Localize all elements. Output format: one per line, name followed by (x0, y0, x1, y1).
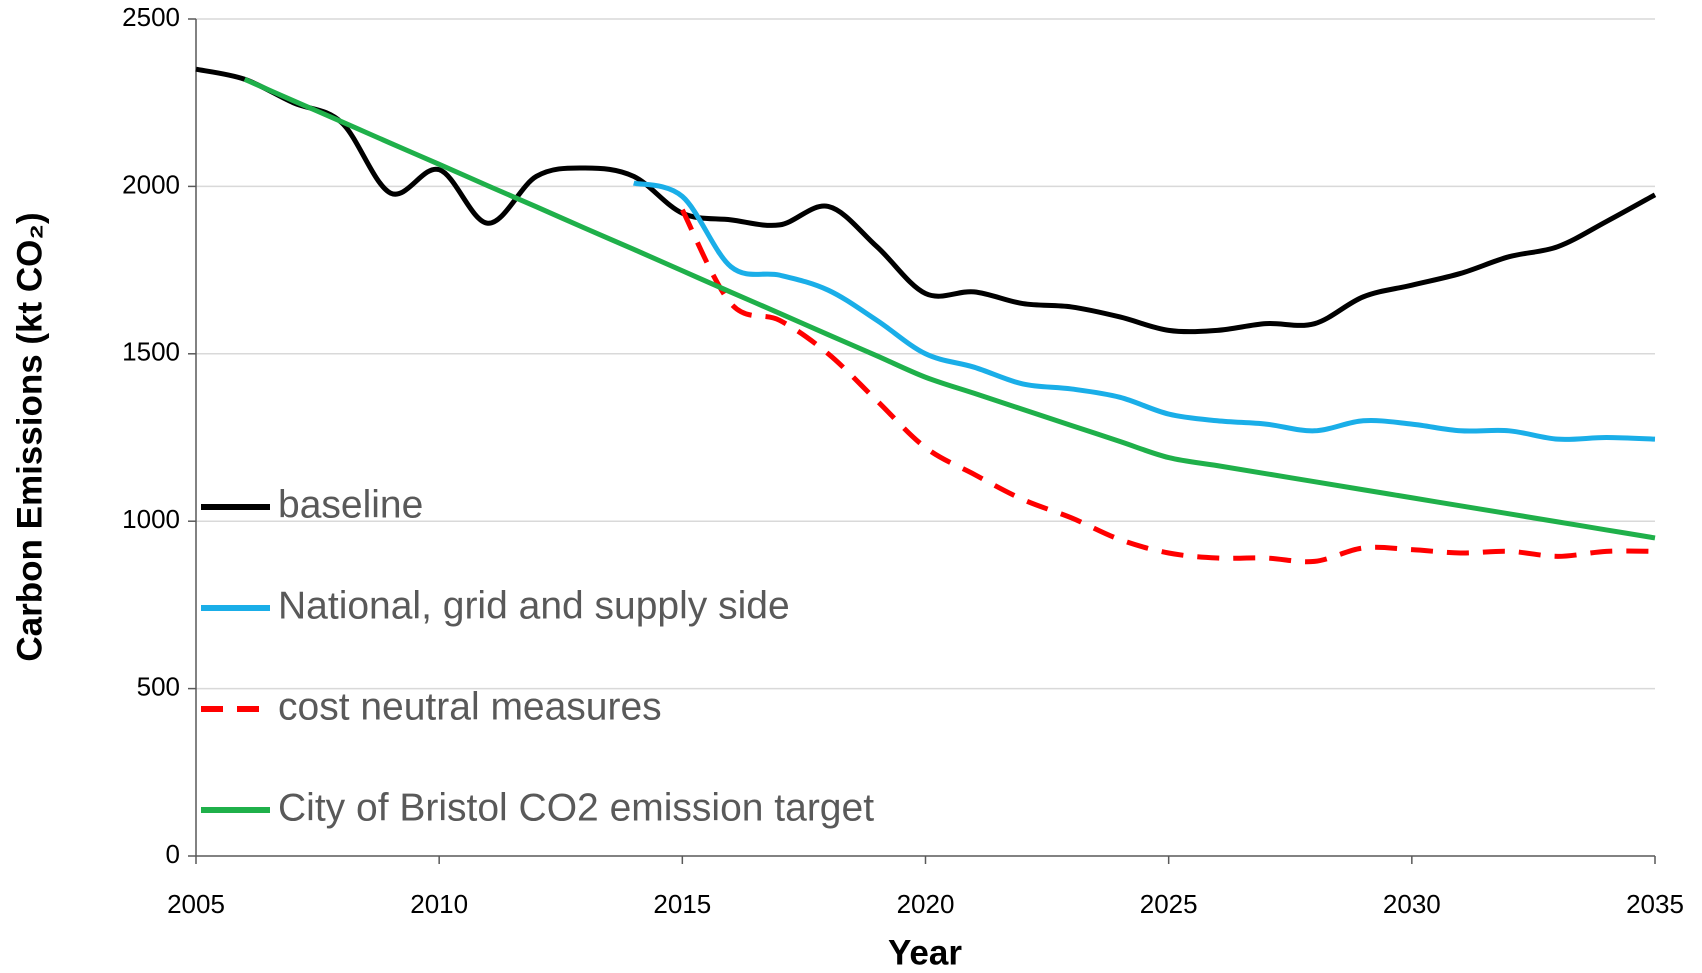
x-tick-label: 2010 (410, 889, 468, 919)
y-tick-label: 2500 (122, 2, 180, 32)
y-axis-title: Carbon Emissions (kt CO₂) (10, 212, 49, 661)
y-tick-label: 1500 (122, 337, 180, 367)
x-tick-label: 2015 (653, 889, 711, 919)
series-line (633, 180, 1656, 442)
legend-label: National, grid and supply side (278, 584, 790, 627)
y-tick-label: 1000 (122, 504, 180, 534)
x-tick-label: 2020 (897, 889, 955, 919)
series-line (680, 208, 1656, 565)
series-line (243, 76, 1656, 541)
series-line (195, 66, 1657, 335)
x-tick-label: 2030 (1383, 889, 1441, 919)
x-tick-label: 2025 (1140, 889, 1198, 919)
legend-label: baseline (278, 483, 423, 526)
y-tick-label: 0 (166, 839, 180, 869)
x-tick-label: 2035 (1626, 889, 1684, 919)
y-tick-label: 500 (137, 671, 180, 701)
y-tick-label: 2000 (122, 169, 180, 199)
legend-label: City of Bristol CO2 emission target (278, 786, 874, 829)
x-axis-title: Year (888, 933, 962, 972)
legend-label: cost neutral measures (278, 685, 662, 728)
x-tick-label: 2005 (167, 889, 225, 919)
